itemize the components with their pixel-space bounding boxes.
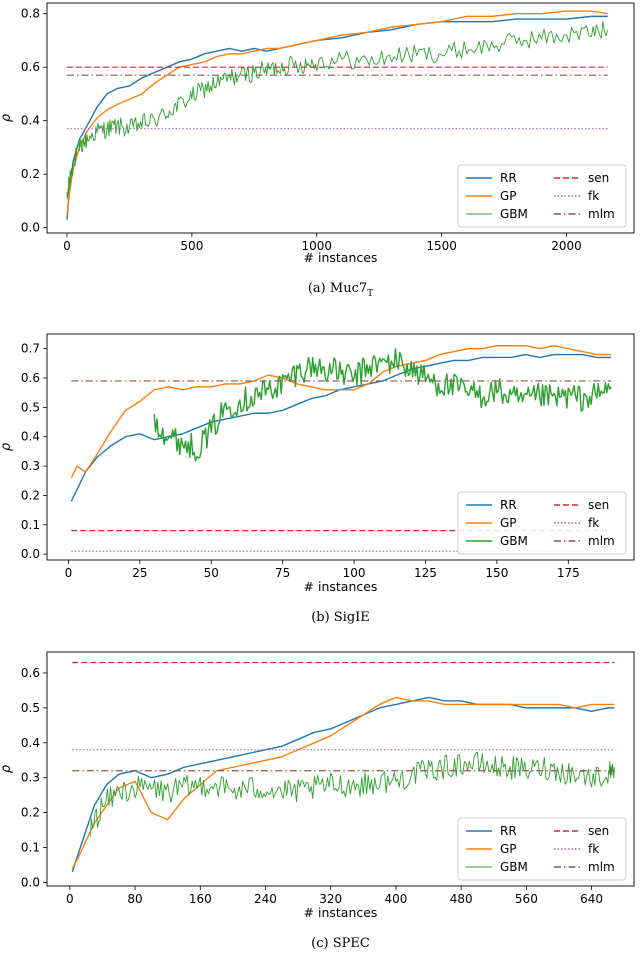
legend-label-sen: sen — [588, 824, 609, 838]
x-tick-label: 0 — [66, 892, 74, 906]
x-tick-label: 2000 — [551, 239, 582, 253]
x-tick-label: 75 — [275, 566, 290, 580]
legend-label-gp: GP — [500, 189, 517, 203]
legend-label-gp: GP — [500, 516, 517, 530]
y-tick-label: 0.5 — [21, 701, 40, 715]
y-tick-label: 0.5 — [21, 400, 40, 414]
legend-label-fk: fk — [588, 189, 599, 203]
series-group — [70, 345, 612, 552]
y-tick-label: 0.3 — [21, 771, 40, 785]
series-gp-line — [71, 696, 615, 869]
x-tick-label: 125 — [414, 566, 437, 580]
x-tick-label: 25 — [132, 566, 147, 580]
y-tick-label: 0.3 — [21, 459, 40, 473]
y-tick-label: 0.1 — [21, 518, 40, 532]
series-group — [71, 661, 615, 873]
y-axis-label: ρ — [0, 113, 14, 122]
series-group — [66, 10, 609, 220]
x-axis-label: # instances — [304, 250, 378, 265]
x-tick-label: 480 — [450, 892, 473, 906]
x-tick-label: 320 — [319, 892, 342, 906]
legend-label-mlm: mlm — [588, 860, 615, 874]
x-tick-label: 500 — [180, 239, 203, 253]
y-tick-label: 0.2 — [21, 806, 40, 820]
x-axis-label: # instances — [304, 579, 378, 594]
caption-subscript: T — [367, 289, 373, 299]
y-axis-label: ρ — [0, 764, 14, 773]
x-tick-label: 0 — [65, 566, 73, 580]
y-tick-label: 0.6 — [21, 666, 40, 680]
x-tick-label: 150 — [485, 566, 508, 580]
chart-2: 0 25 50 75 100 125 150 175 0.0 0.1 0.2 0.3 0.4 0.5 0.6… — [0, 333, 635, 625]
x-tick-label: 1500 — [426, 239, 457, 253]
y-tick-label: 0.6 — [21, 371, 40, 385]
y-tick-label: 0.1 — [21, 841, 40, 855]
x-tick-label: 560 — [515, 892, 538, 906]
plot-frame — [46, 2, 635, 234]
legend-box — [457, 164, 627, 228]
x-tick-label: 400 — [384, 892, 407, 906]
chart-caption: (a) Muc7T — [308, 281, 373, 299]
legend-label-fk: fk — [588, 842, 599, 856]
x-tick-label: 160 — [189, 892, 212, 906]
y-tick-label: 0.4 — [21, 736, 40, 750]
caption-text: (a) Muc7 — [308, 281, 367, 296]
x-tick-label: 50 — [204, 566, 219, 580]
chart-3: 0 80 160 240 320 400 480 560 640 0.0 0.1 0.2 0.3 0.4 0… — [0, 651, 635, 951]
legend-label-sen: sen — [588, 171, 609, 185]
legend-label-mlm: mlm — [588, 207, 615, 221]
series-rr-line — [66, 15, 608, 220]
series-rr-line — [70, 353, 612, 502]
x-tick-label: 80 — [127, 892, 142, 906]
plot-frame — [46, 333, 635, 561]
x-tick-label: 100 — [343, 566, 366, 580]
legend-box — [457, 817, 627, 881]
legend-label-rr: RR — [500, 171, 517, 185]
legend-label-gbm: GBM — [500, 860, 528, 874]
y-tick-label: 0.2 — [21, 488, 40, 502]
legend-label-rr: RR — [500, 498, 517, 512]
y-tick-label: 0.7 — [21, 342, 40, 356]
x-tick-label: 1000 — [301, 239, 332, 253]
series-gbm-line — [153, 348, 612, 462]
y-axis-label: ρ — [0, 442, 14, 451]
y-tick-label: 0.8 — [21, 7, 40, 21]
caption-text: (b) SigIE — [311, 610, 370, 625]
x-tick-label: 640 — [580, 892, 603, 906]
caption-text: (c) SPEC — [311, 936, 370, 951]
x-tick-label: 0 — [63, 239, 71, 253]
x-tick-label: 240 — [254, 892, 277, 906]
series-gp-line — [70, 345, 612, 479]
plot-frame — [46, 651, 635, 887]
y-tick-label: 0.0 — [21, 547, 40, 561]
chart-caption: (b) SigIE — [311, 610, 370, 625]
chart-caption: (c) SPEC — [311, 936, 370, 951]
legend-label-gbm: GBM — [500, 207, 528, 221]
legend-label-sen: sen — [588, 498, 609, 512]
legend-label-fk: fk — [588, 516, 599, 530]
legend-label-gbm: GBM — [500, 534, 528, 548]
y-tick-label: 0.4 — [21, 114, 40, 128]
y-tick-label: 0.2 — [21, 167, 40, 181]
legend-label-mlm: mlm — [588, 534, 615, 548]
chart-1: 0 500 1000 1500 2000 0.0 0.2 0.4 0.6 0.8 # instanc… — [0, 2, 635, 299]
series-gp-line — [66, 10, 608, 215]
y-tick-label: 0.4 — [21, 430, 40, 444]
series-gbm-line — [89, 751, 615, 837]
y-tick-label: 0.0 — [21, 221, 40, 235]
legend-box — [457, 491, 627, 555]
y-tick-label: 0.0 — [21, 876, 40, 890]
x-tick-label: 175 — [557, 566, 580, 580]
y-tick-label: 0.6 — [21, 60, 40, 74]
x-axis-label: # instances — [304, 905, 378, 920]
legend-label-gp: GP — [500, 842, 517, 856]
legend-label-rr: RR — [500, 824, 517, 838]
